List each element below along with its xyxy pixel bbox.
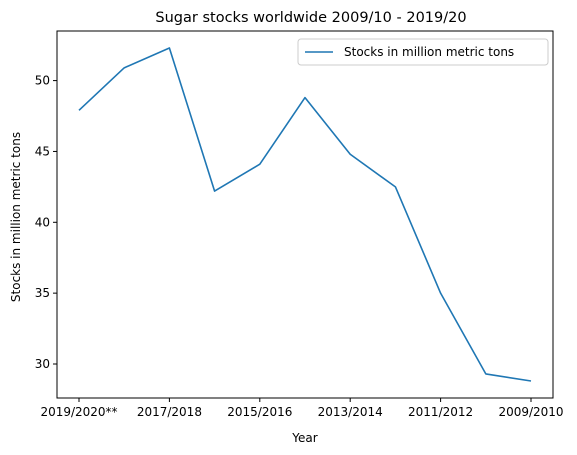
y-axis-label: Stocks in million metric tons — [9, 132, 23, 302]
x-tick-label: 2013/2014 — [318, 405, 383, 419]
legend-frame — [297, 38, 549, 66]
plot-area: 30 35 40 45 50 2019/2020** 2017/2018 2015/2016 2… — [35, 30, 564, 419]
x-axis-label: Year — [291, 431, 317, 445]
x-tick-label: 2009/2010 — [498, 405, 563, 419]
y-tick-label: 30 — [35, 357, 50, 371]
y-tick-label: 45 — [35, 144, 50, 158]
x-tick-label: 2011/2012 — [408, 405, 473, 419]
y-tick-label: 35 — [35, 286, 50, 300]
x-tick-label: 2017/2018 — [137, 405, 202, 419]
x-tick-label: 2015/2016 — [227, 405, 292, 419]
chart-title: Sugar stocks worldwide 2009/10 - 2019/20 — [155, 10, 466, 26]
x-tick-label: 2019/2020** — [40, 405, 117, 419]
legend: Stocks in million metric tons — [297, 38, 549, 66]
legend-label: Stocks in million metric tons — [344, 45, 514, 59]
y-tick-label: 50 — [35, 74, 50, 88]
y-tick-label: 40 — [35, 215, 50, 229]
plot-frame — [56, 30, 554, 399]
series-line — [78, 47, 532, 382]
